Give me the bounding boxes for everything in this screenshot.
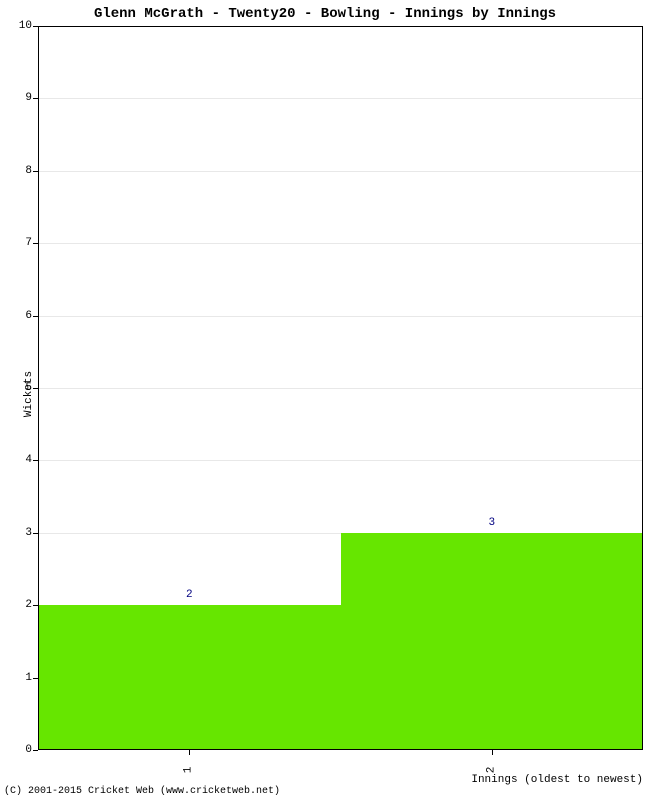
- plot-border: [38, 26, 643, 750]
- x-axis-label: Innings (oldest to newest): [471, 774, 643, 786]
- y-tick-label: 8: [8, 165, 32, 177]
- chart-container: Glenn McGrath - Twenty20 - Bowling - Inn…: [0, 0, 650, 800]
- y-axis-label: Wickets: [23, 371, 35, 417]
- y-tick-label: 9: [8, 92, 32, 104]
- bar-value-label: 3: [341, 517, 644, 529]
- y-tick-label: 7: [8, 237, 32, 249]
- copyright-text: (C) 2001-2015 Cricket Web (www.cricketwe…: [4, 786, 280, 797]
- chart-title: Glenn McGrath - Twenty20 - Bowling - Inn…: [0, 6, 650, 22]
- bar-value-label: 2: [38, 589, 341, 601]
- y-tick-label: 2: [8, 599, 32, 611]
- x-tick-label: 2: [485, 767, 497, 774]
- y-tick-label: 3: [8, 527, 32, 539]
- y-tick-label: 6: [8, 310, 32, 322]
- y-tick-label: 0: [8, 744, 32, 756]
- x-tick-label: 1: [183, 767, 195, 774]
- y-tick-label: 4: [8, 454, 32, 466]
- y-tick-label: 1: [8, 672, 32, 684]
- y-tick-label: 10: [8, 20, 32, 32]
